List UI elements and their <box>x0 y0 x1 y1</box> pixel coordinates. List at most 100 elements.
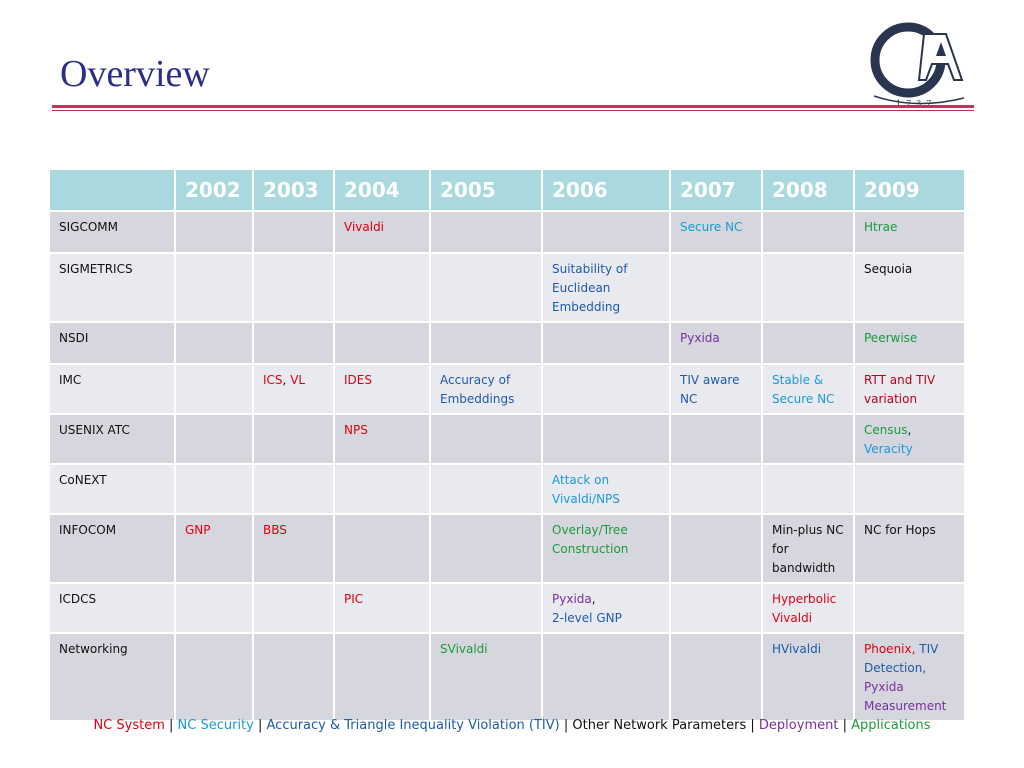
legend-separator: | <box>838 718 852 733</box>
paper-cell: SVivaldi <box>429 632 543 722</box>
logo-year: 1737 <box>896 99 936 108</box>
paper-cell: Min-plus NC for bandwidth <box>761 513 855 584</box>
paper-title: Suitability of Euclidean Embedding <box>552 262 628 314</box>
paper-cell <box>761 463 855 515</box>
paper-cell <box>669 513 763 584</box>
legend-item: Accuracy & Triangle Inequality Violation… <box>266 718 560 733</box>
paper-cell <box>252 413 335 465</box>
paper-cell <box>541 210 671 254</box>
legend-item: Applications <box>851 718 931 733</box>
slide-title: Overview <box>60 53 210 95</box>
paper-cell <box>174 582 254 634</box>
paper-title: Census <box>864 423 908 437</box>
legend-item: NC Security <box>177 718 254 733</box>
paper-cell: Peerwise <box>853 321 966 365</box>
paper-title: Min-plus NC for bandwidth <box>772 523 844 575</box>
paper-cell: ICS, VL <box>252 363 335 415</box>
university-logo: 1737 <box>870 22 965 108</box>
paper-cell <box>333 321 431 365</box>
year-header: 2006 <box>541 168 671 212</box>
paper-title: Overlay/Tree Construction <box>552 523 629 556</box>
year-header: 2003 <box>252 168 335 212</box>
paper-cell <box>541 363 671 415</box>
paper-title: Hyperbolic Vivaldi <box>772 592 837 625</box>
paper-cell: Sequoia <box>853 252 966 323</box>
paper-title: Peerwise <box>864 331 918 345</box>
paper-cell: Pyxida, 2-level GNP <box>541 582 671 634</box>
paper-title: BBS <box>263 523 287 537</box>
title-rule-thick <box>52 105 974 108</box>
venue-cell: NSDI <box>48 321 176 365</box>
paper-cell <box>429 463 543 515</box>
paper-title: Pyxida Measurement <box>864 680 947 713</box>
table-row: SIGCOMM Vivaldi Secure NC Htrae <box>48 210 966 254</box>
paper-cell: NC for Hops <box>853 513 966 584</box>
paper-title: , <box>282 373 291 387</box>
paper-title: Pyxida <box>680 331 720 345</box>
legend-separator: | <box>253 718 267 733</box>
paper-title: NPS <box>344 423 368 437</box>
year-header: 2007 <box>669 168 763 212</box>
venue-cell: SIGMETRICS <box>48 252 176 323</box>
paper-cell: Accuracy of Embeddings <box>429 363 543 415</box>
paper-cell: Pyxida <box>669 321 763 365</box>
legend-item: Deployment <box>758 718 839 733</box>
paper-cell <box>174 363 254 415</box>
paper-cell: BBS <box>252 513 335 584</box>
paper-cell <box>541 632 671 722</box>
paper-title: 2-level GNP <box>552 611 622 625</box>
paper-title: Vivaldi <box>344 220 385 234</box>
paper-cell: Suitability of Euclidean Embedding <box>541 252 671 323</box>
paper-cell <box>761 252 855 323</box>
paper-cell <box>174 252 254 323</box>
paper-title: Htrae <box>864 220 898 234</box>
paper-cell: HVivaldi <box>761 632 855 722</box>
paper-cell <box>429 252 543 323</box>
paper-cell <box>761 321 855 365</box>
year-header-row: 2002 2003 2004 2005 2006 2007 2008 2009 <box>48 168 966 212</box>
table-row: NSDI Pyxida Peerwise <box>48 321 966 365</box>
color-legend: NC System | NC Security | Accuracy & Tri… <box>0 718 1024 733</box>
paper-title: Phoenix, <box>864 642 920 656</box>
paper-cell <box>669 252 763 323</box>
paper-cell <box>333 632 431 722</box>
paper-title: SVivaldi <box>440 642 488 656</box>
table-row: SIGMETRICS Suitability of Euclidean Embed… <box>48 252 966 323</box>
venue-cell: Networking <box>48 632 176 722</box>
paper-cell: TIV aware NC <box>669 363 763 415</box>
legend-separator: | <box>746 718 759 733</box>
table-row: CoNEXT Attack on Vivaldi/NPS <box>48 463 966 515</box>
paper-cell <box>174 463 254 515</box>
paper-cell <box>333 513 431 584</box>
title-rule-thin <box>52 110 974 111</box>
paper-title: , <box>591 592 596 606</box>
table-row: Networking SVivaldi HVivaldi Phoenix, TIV D… <box>48 632 966 722</box>
paper-title: Accuracy of Embeddings <box>440 373 515 406</box>
paper-cell <box>669 463 763 515</box>
paper-title: Sequoia <box>864 262 913 276</box>
paper-cell <box>669 582 763 634</box>
paper-title: NC for Hops <box>864 523 936 537</box>
legend-separator: | <box>164 718 178 733</box>
paper-cell <box>174 321 254 365</box>
paper-cell <box>429 582 543 634</box>
paper-cell <box>252 582 335 634</box>
paper-cell <box>174 210 254 254</box>
paper-cell <box>541 413 671 465</box>
paper-cell: PIC <box>333 582 431 634</box>
venue-cell: ICDCS <box>48 582 176 634</box>
paper-title: Pyxida <box>552 592 592 606</box>
year-header: 2004 <box>333 168 431 212</box>
paper-title: Veracity <box>864 442 913 456</box>
paper-cell: Attack on Vivaldi/NPS <box>541 463 671 515</box>
year-header: 2008 <box>761 168 855 212</box>
paper-cell <box>252 632 335 722</box>
paper-cell <box>429 321 543 365</box>
paper-cell: RTT and TIV variation <box>853 363 966 415</box>
venue-cell: USENIX ATC <box>48 413 176 465</box>
year-header: 2009 <box>853 168 966 212</box>
venue-cell: IMC <box>48 363 176 415</box>
paper-title: PIC <box>344 592 364 606</box>
paper-title: TIV Detection, <box>864 642 939 675</box>
paper-cell <box>669 632 763 722</box>
